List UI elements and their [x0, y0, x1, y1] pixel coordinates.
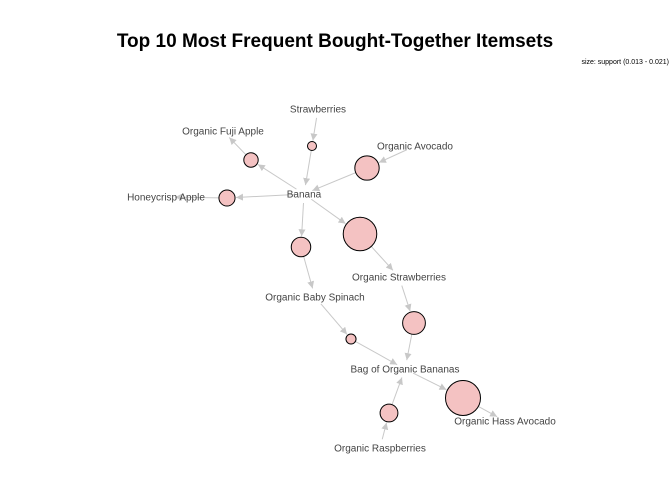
edge-organic-raspberries-to-itemset — [381, 422, 389, 440]
itemset-node — [243, 152, 259, 168]
edge-itemset-to-banana — [303, 150, 312, 186]
edge-organic-avocado-to-itemset — [378, 149, 408, 163]
edge-itemset-to-honeycrisp-apple — [174, 193, 219, 201]
edge-organic-strawberries-to-itemset — [401, 285, 412, 312]
item-label-strawberries: Strawberries — [290, 105, 346, 116]
item-label-bag-of-organic-bananas: Bag of Organic Bananas — [351, 365, 460, 376]
edge-organic-baby-spinach-to-itemset — [320, 303, 348, 335]
edge-itemset-to-organic-baby-spinach — [303, 256, 315, 289]
edges-layer — [174, 117, 498, 440]
itemset-node — [345, 333, 357, 345]
item-label-banana: Banana — [287, 190, 322, 201]
edge-bag-of-organic-bananas-to-itemset — [412, 372, 447, 391]
itemset-node — [379, 403, 399, 423]
itemset-node — [342, 216, 378, 252]
edge-banana-to-itemset — [298, 202, 306, 237]
diagram-title: Top 10 Most Frequent Bought-Together Ite… — [117, 31, 553, 52]
item-label-organic-avocado: Organic Avocado — [377, 142, 453, 153]
item-label-honeycrisp-apple: Honeycrisp Apple — [127, 193, 205, 204]
itemset-node — [354, 155, 380, 181]
item-label-organic-strawberries: Organic Strawberries — [352, 273, 446, 284]
itemset-node — [290, 236, 312, 258]
edge-itemset-to-banana — [312, 172, 356, 192]
edge-banana-to-itemset — [311, 198, 346, 225]
size-legend: size: support (0.013 - 0.021) — [581, 59, 669, 66]
itemset-node — [445, 380, 481, 416]
edge-banana-to-itemset — [236, 193, 296, 201]
edge-itemset-to-bag-of-organic-bananas — [355, 341, 398, 366]
edge-itemset-to-bag-of-organic-bananas — [404, 334, 413, 361]
edge-itemset-to-organic-strawberries — [370, 246, 394, 271]
item-labels-layer: Banana Strawberries Organic Fuji Apple Orga… — [127, 105, 556, 455]
item-label-organic-hass-avocado: Organic Hass Avocado — [454, 417, 556, 428]
item-label-organic-fuji-apple: Organic Fuji Apple — [182, 127, 264, 138]
edge-itemset-to-organic-fuji-apple — [228, 137, 247, 156]
itemset-node — [218, 189, 236, 207]
item-label-organic-raspberries: Organic Raspberries — [334, 444, 426, 455]
itemset-node — [402, 311, 426, 335]
itemset-nodes-layer — [218, 141, 481, 423]
edge-itemset-to-bag-of-organic-bananas — [391, 377, 403, 405]
item-label-organic-baby-spinach: Organic Baby Spinach — [265, 293, 365, 304]
edge-banana-to-itemset — [257, 164, 297, 190]
edge-itemset-to-organic-hass-avocado — [478, 405, 498, 418]
itemset-node — [307, 141, 317, 151]
edge-strawberries-to-itemset — [310, 117, 318, 141]
